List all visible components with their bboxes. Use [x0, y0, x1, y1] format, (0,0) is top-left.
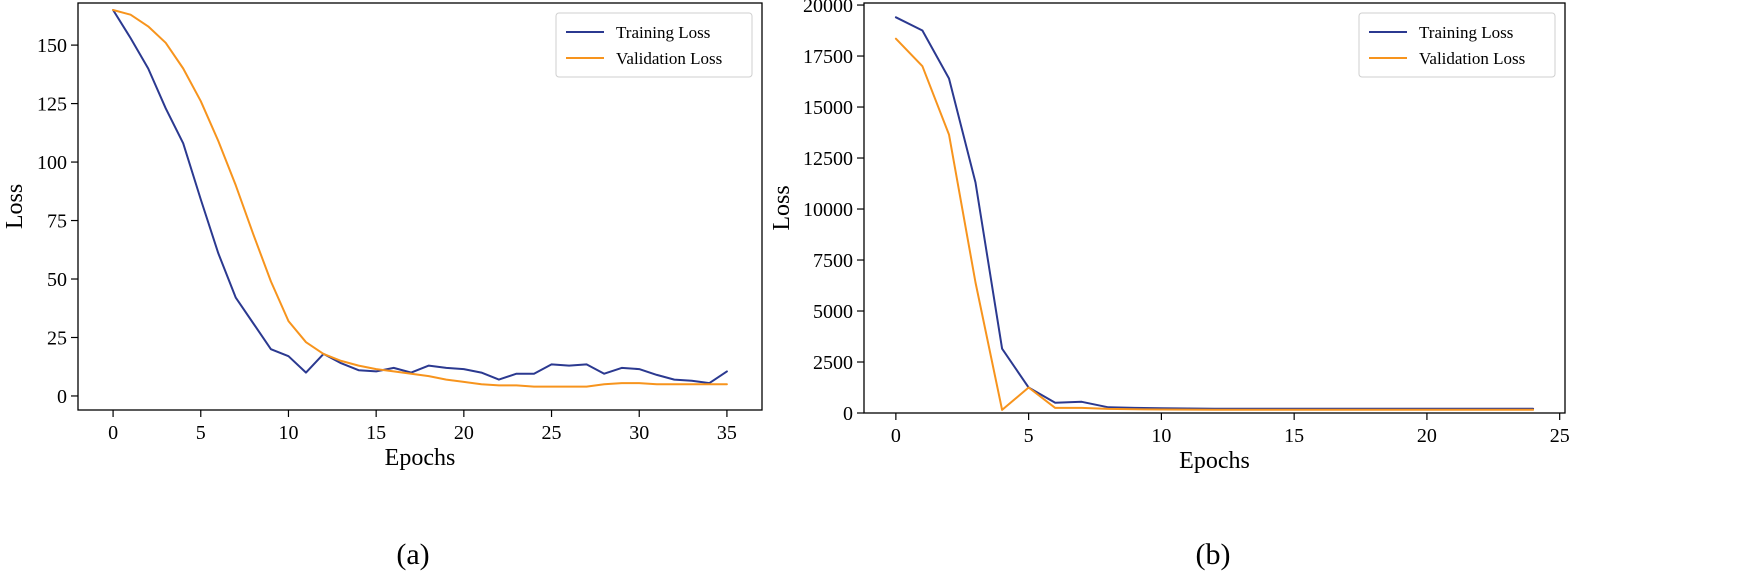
x-tick-label: 10	[1151, 425, 1171, 447]
x-tick-label: 25	[1550, 425, 1570, 447]
series-line-validation-loss	[894, 37, 1535, 411]
panel-label: (a)	[396, 538, 429, 571]
y-tick-label: 15000	[803, 97, 853, 119]
legend-label: Training Loss	[616, 23, 710, 42]
panel-a: 0 5 10 15 20 25 30 35 0 25 50 75 100 125 150 Epochs Loss…	[2, 2, 763, 571]
y-tick-label: 10000	[803, 199, 853, 221]
series-line-validation-loss	[112, 9, 728, 388]
x-tick-label: 25	[542, 422, 562, 444]
y-tick-label: 150	[37, 35, 67, 57]
y-tick-label: 75	[47, 211, 67, 233]
y-axis-label: Loss	[769, 185, 795, 230]
y-tick-label: 0	[843, 403, 853, 425]
legend-label: Validation Loss	[1419, 49, 1525, 68]
y-tick-label: 25	[47, 327, 67, 349]
x-tick-label: 0	[108, 422, 118, 444]
x-tick-label: 35	[717, 422, 737, 444]
y-tick-label: 125	[37, 94, 67, 116]
x-tick-label: 0	[891, 425, 901, 447]
axes-frame	[863, 2, 1566, 414]
y-tick-label: 12500	[803, 148, 853, 170]
x-axis-label: Epochs	[1179, 448, 1250, 474]
series-line-training-loss	[112, 9, 728, 385]
y-axis-label: Loss	[2, 184, 28, 229]
x-tick-label: 15	[366, 422, 386, 444]
x-tick-label: 30	[629, 422, 649, 444]
axes-frame	[77, 2, 763, 411]
x-tick-label: 5	[196, 422, 206, 444]
legend: Training Loss Validation Loss	[555, 12, 753, 78]
legend-frame	[555, 12, 753, 78]
y-tick-label: 20000	[803, 0, 853, 17]
legend-frame	[1358, 12, 1556, 78]
x-tick-label: 20	[1417, 425, 1437, 447]
legend: Training Loss Validation Loss	[1358, 12, 1556, 78]
y-tick-label: 5000	[813, 301, 853, 323]
panel-label: (b)	[1196, 538, 1231, 571]
x-tick-label: 20	[454, 422, 474, 444]
x-tick-label: 5	[1024, 425, 1034, 447]
x-tick-label: 15	[1284, 425, 1304, 447]
x-tick-label: 10	[278, 422, 298, 444]
legend-label: Training Loss	[1419, 23, 1513, 42]
y-tick-label: 7500	[813, 250, 853, 272]
y-tick-label: 2500	[813, 352, 853, 374]
y-tick-label: 50	[47, 269, 67, 291]
x-axis-label: Epochs	[385, 445, 456, 471]
y-tick-label: 0	[57, 386, 67, 408]
y-tick-label: 100	[37, 152, 67, 174]
legend-label: Validation Loss	[616, 49, 722, 68]
panel-b: 0 5 10 15 20 25 0 2500 5000 7500 10000 12500 15000 17…	[769, 0, 1570, 571]
y-tick-label: 17500	[803, 46, 853, 68]
